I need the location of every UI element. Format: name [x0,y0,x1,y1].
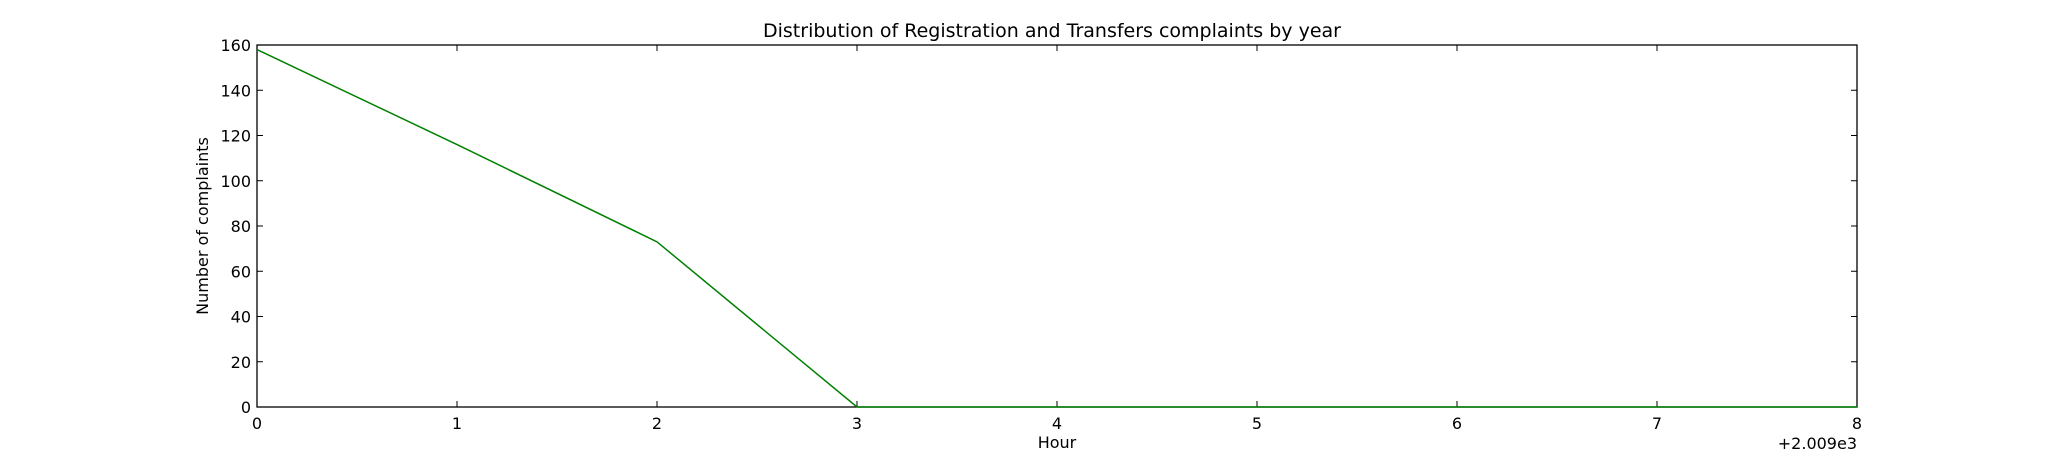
x-tick-label: 8 [1852,414,1862,433]
y-tick-label: 140 [220,81,251,100]
chart-title: Distribution of Registration and Transfe… [763,20,1341,42]
series-group [256,48,1857,408]
y-tick-label: 0 [241,398,251,417]
x-axis-offset-label: +2.009e3 [1778,434,1857,450]
plot-area: 0 1 2 3 4 5 6 7 8 0 20 40 60 80 100 120 140 160 [220,36,1862,433]
y-axis-ticks: 0 20 40 60 80 100 120 140 160 [220,36,1857,417]
x-tick-label: 5 [1252,414,1262,433]
y-tick-label: 40 [231,308,251,327]
x-tick-label: 4 [1052,414,1062,433]
x-tick-label: 7 [1652,414,1662,433]
y-tick-label: 60 [231,262,251,281]
y-tick-label: 120 [220,127,251,146]
y-tick-label: 160 [220,36,251,55]
plot-frame [256,44,1858,408]
x-axis-ticks: 0 1 2 3 4 5 6 7 8 [252,45,1862,433]
x-tick-label: 3 [852,414,862,433]
y-tick-label: 80 [231,217,251,236]
y-tick-label: 20 [231,353,251,372]
x-tick-label: 0 [252,414,262,433]
y-tick-label: 100 [220,172,251,191]
series-line [256,48,1857,408]
y-axis-label: Number of complaints [193,137,212,315]
x-tick-label: 6 [1452,414,1462,433]
x-tick-label: 1 [452,414,462,433]
x-tick-label: 2 [652,414,662,433]
x-axis-label: Hour [1038,433,1077,450]
